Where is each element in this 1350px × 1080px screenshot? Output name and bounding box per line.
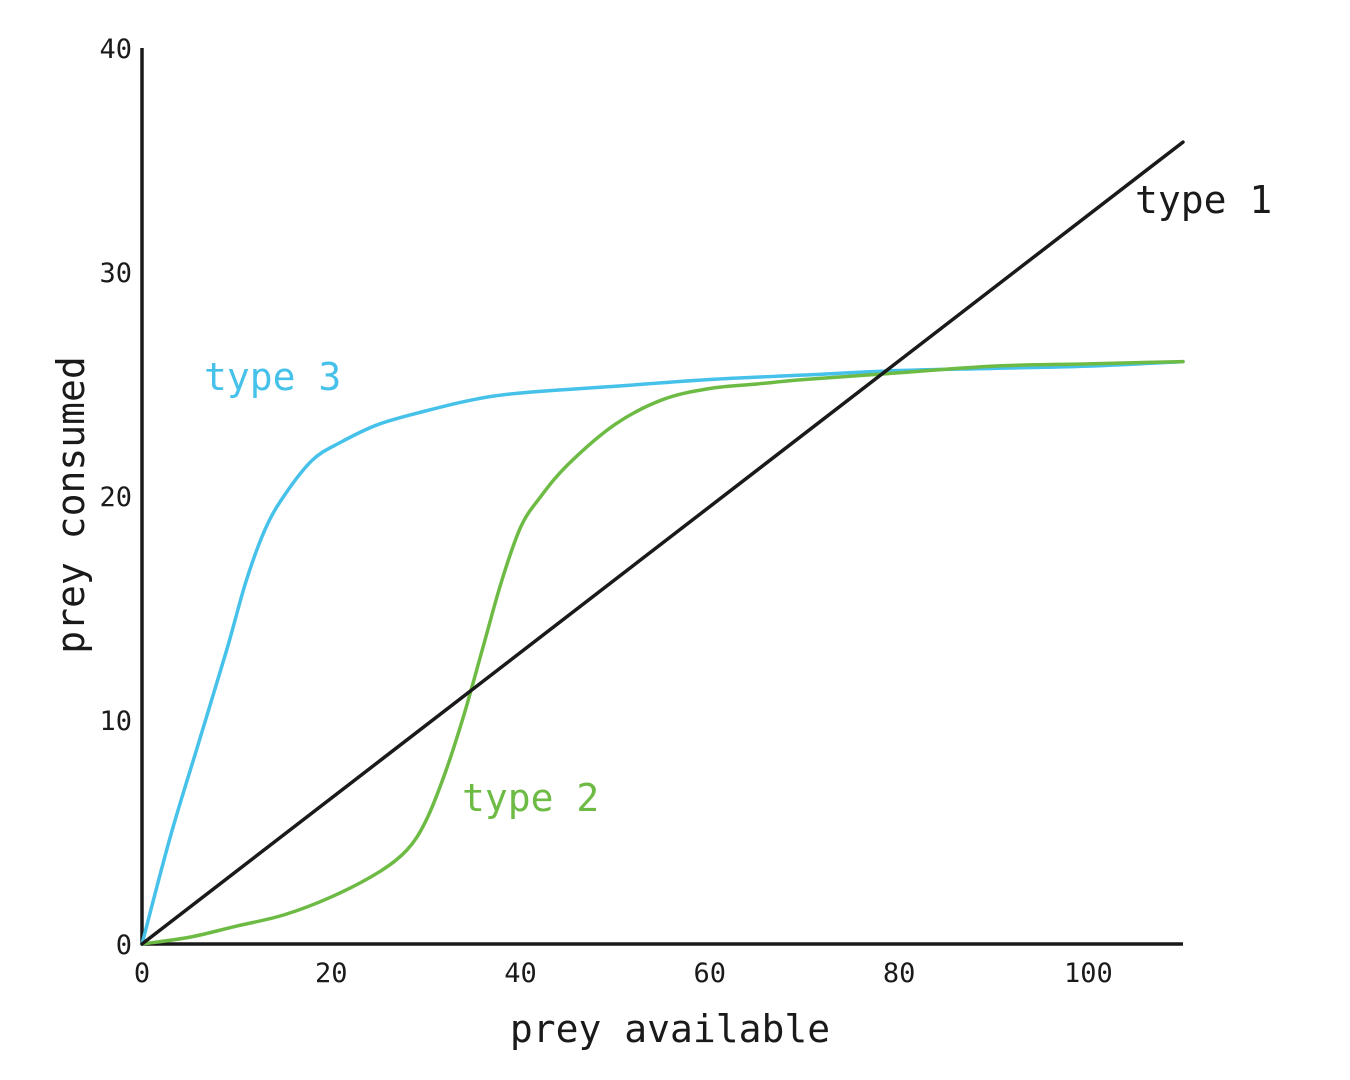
x-tick-labels: 0 20 40 60 80 100 (134, 958, 1113, 989)
y-tick-label: 30 (99, 258, 132, 289)
y-tick-label: 10 (99, 706, 132, 737)
x-tick-label: 60 (694, 958, 727, 989)
series-lines (140, 140, 1185, 946)
y-tick-label: 0 (116, 930, 132, 961)
series-label-type-2: type 2 (462, 776, 599, 820)
series-label-type-3: type 3 (204, 355, 341, 399)
y-tick-label: 40 (99, 34, 132, 65)
y-tick-label: 20 (99, 482, 132, 513)
x-axis-label: prey available (510, 1007, 830, 1051)
x-tick-label: 40 (504, 958, 537, 989)
series-labels: type 1 type 2 type 3 (204, 178, 1272, 820)
x-tick-label: 20 (315, 958, 348, 989)
series-line-type-2 (140, 359, 1185, 946)
y-tick-labels: 0 10 20 30 40 (99, 34, 132, 961)
x-tick-label: 80 (883, 958, 916, 989)
y-axis-label: prey consumed (49, 356, 93, 653)
x-tick-label: 100 (1064, 958, 1113, 989)
series-line-type-1 (140, 140, 1185, 946)
x-tick-label: 0 (134, 958, 150, 989)
axes (140, 48, 1183, 946)
series-line-type-3 (140, 359, 1185, 946)
series-label-type-1: type 1 (1135, 178, 1272, 222)
